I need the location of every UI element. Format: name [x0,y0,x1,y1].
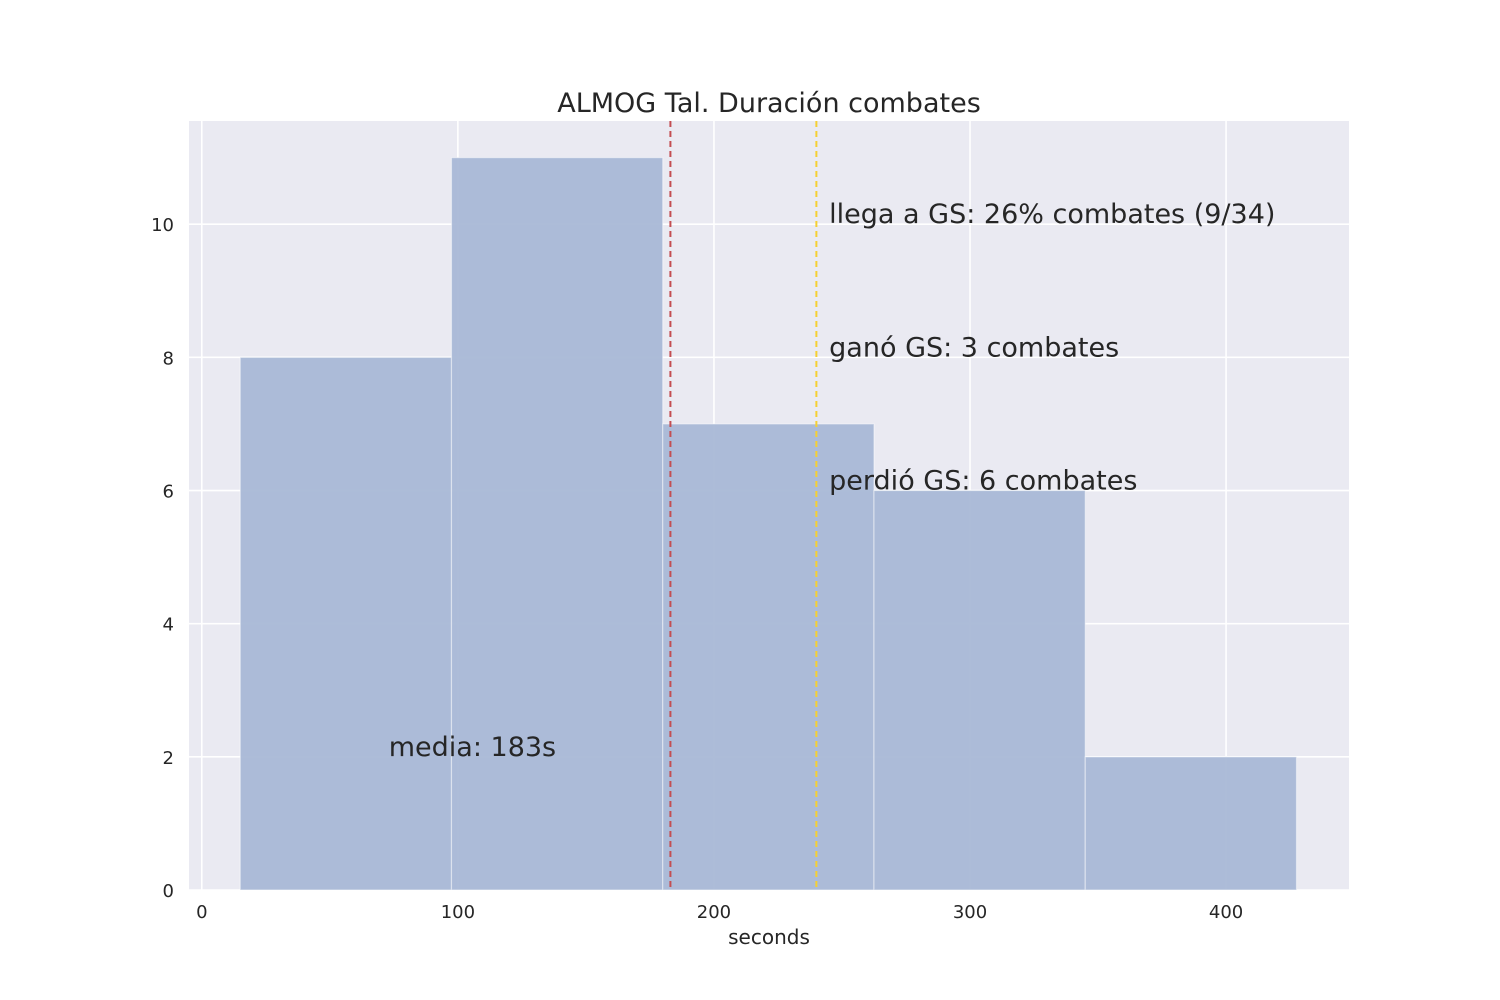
x-tick-label: 300 [953,902,987,923]
histogram-bar [662,423,875,891]
y-tick-label: 2 [163,748,174,769]
annotation-text: media: 183s [389,732,556,763]
y-tick-label: 8 [163,348,174,369]
x-tick-label: 100 [441,902,475,923]
histogram-bar [1084,756,1298,891]
y-tick-label: 0 [163,881,174,902]
annotations: media: 183s llega a GS: 26% combates (9/3… [389,199,1276,763]
reference-lines [669,121,818,890]
y-axis-ticks: 0 2 4 6 8 10 [151,215,174,902]
y-tick-label: 6 [163,482,174,503]
chart-title: ALMOG Tal. Duración combates [557,88,981,119]
histogram-bar [239,356,453,891]
x-tick-label: 200 [697,902,731,923]
histogram-bar [873,489,1086,891]
x-axis-label: seconds [728,925,810,949]
x-axis-ticks: 0 100 200 300 400 [196,902,1243,923]
y-tick-label: 10 [151,215,174,236]
annotation-text: llega a GS: 26% combates (9/34) [829,199,1275,230]
annotation-text: perdió GS: 6 combates [829,466,1137,497]
histogram-bars [239,157,1298,891]
histogram-bar [450,157,664,891]
x-tick-label: 400 [1209,902,1243,923]
x-tick-label: 0 [196,902,207,923]
y-tick-label: 4 [163,615,174,636]
annotation-text: ganó GS: 3 combates [829,332,1119,363]
